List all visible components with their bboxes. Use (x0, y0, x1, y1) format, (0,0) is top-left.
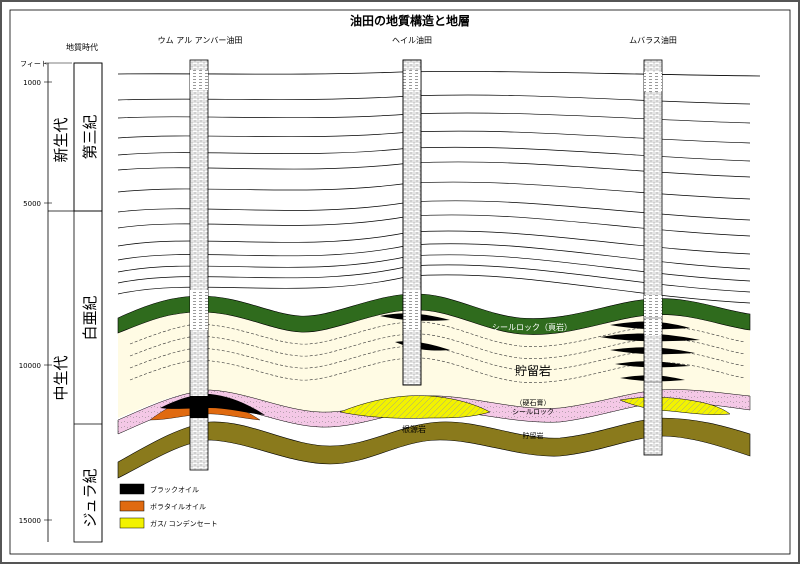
legend-label-black-oil: ブラックオイル (150, 485, 199, 494)
lithology-shale (403, 70, 421, 90)
depth-ticks: 1000 5000 10000 15000 (19, 79, 52, 525)
well-mubarras (643, 59, 663, 456)
well-columns (189, 59, 663, 471)
lithology-shale (190, 290, 208, 330)
legend-swatch-black-oil (119, 483, 145, 495)
well-hale (402, 59, 422, 386)
era-mesozoic: 中生代 (52, 355, 70, 400)
legend-label-volatile-oil: ボラタイルオイル (150, 502, 206, 511)
black-oil-zone-umm (160, 394, 265, 415)
unit-label: フィート (20, 60, 48, 68)
tick-label-5000: 5000 (23, 200, 41, 208)
well-label-1: ウム アル アンバー油田 (158, 35, 243, 45)
geo-time-header: 地質時代 (66, 42, 98, 52)
tick-label-10000: 10000 (19, 362, 41, 370)
period-jurassic: ジュラ紀 (81, 469, 99, 528)
well-label-3: ムバラス油田 (629, 35, 677, 45)
label-seal-shale: シールロック（頁岩） (492, 322, 572, 332)
label-anhydrite: （硬石膏） (516, 398, 551, 407)
legend-label-gas: ガス/ コンデンセート (150, 519, 218, 528)
reservoir-body (118, 309, 750, 418)
legend-swatch-gas (119, 517, 145, 529)
seal-layer-green (117, 293, 751, 335)
legend: ブラックオイル ボラタイルオイル ガス/ コンデンセート (119, 483, 218, 529)
inner-frame (9, 9, 791, 555)
lower-reservoir-layer (117, 417, 751, 479)
well-oil-fill (190, 396, 208, 418)
lithology-shale (644, 295, 662, 335)
geologic-time-column: 新生代 第三紀 中生代 白亜紀 ジュラ紀 (48, 62, 103, 543)
tick-label-15000: 15000 (19, 517, 41, 525)
era-cenozoic: 新生代 (52, 117, 70, 162)
well-lithology-overlay (190, 70, 662, 418)
figure-title: 油田の地質構造と地層 (350, 13, 470, 28)
well-label-2: ヘイル油田 (392, 35, 432, 45)
well-outline (402, 59, 422, 386)
gas-zone-hale (339, 395, 491, 419)
period-cretaceous: 白亜紀 (81, 295, 99, 340)
legend-swatch-volatile-oil (119, 500, 145, 512)
label-source-rock: 根源岩 (402, 424, 426, 434)
label-reservoir-main: 貯留岩 (515, 363, 551, 378)
well-umm-al-anbar (189, 59, 209, 471)
tick-label-1000: 1000 (23, 79, 41, 87)
lithology-shale (403, 290, 421, 330)
label-seal-rock: シールロック (512, 408, 554, 416)
lithology-shale (190, 70, 208, 90)
well-oil-interval (643, 317, 662, 383)
period-tertiary: 第三紀 (81, 114, 99, 159)
lithology-shale (644, 72, 662, 92)
surface-line (117, 71, 761, 77)
label-reservoir-lower: 貯留岩 (523, 431, 544, 440)
